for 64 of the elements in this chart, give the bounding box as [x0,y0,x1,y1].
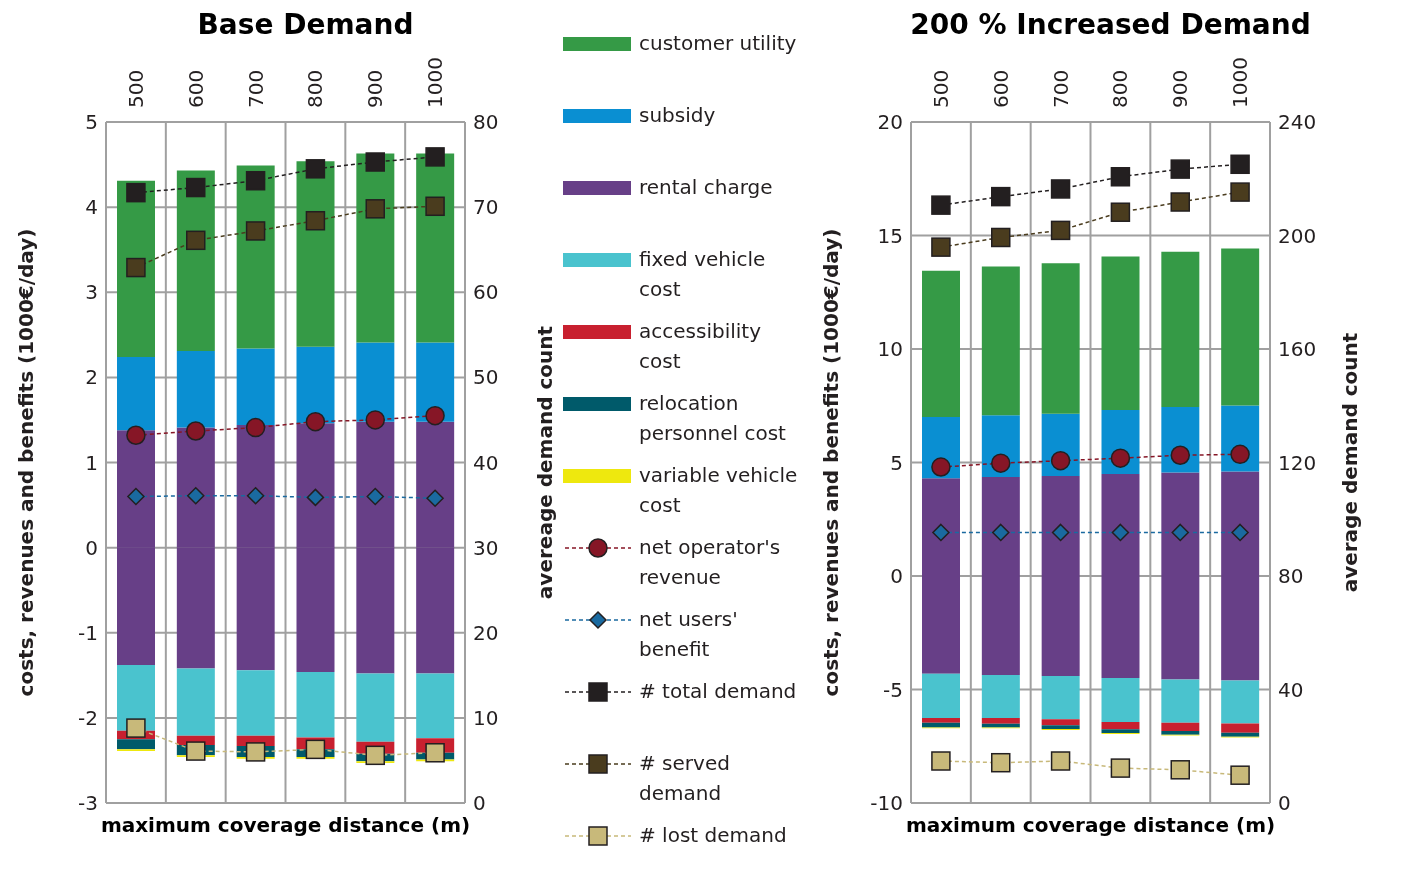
y-tick-label: 20 [877,110,903,135]
legend-label: variable vehicle cost [639,462,799,519]
y-tick-label: 0 [890,564,903,589]
y2-tick-label: 0 [473,791,486,816]
y-tick-label: 2 [85,365,98,390]
x-axis-title: maximum coverage distance (m) [100,813,471,837]
x-tick-label: 600 [183,69,208,108]
y2-tick-label: 80 [473,110,499,135]
y-tick-label: -5 [883,677,903,702]
y2-tick-label: 0 [1278,791,1291,816]
y2-tick-label: 30 [473,535,499,560]
y-tick-label: -3 [78,791,98,816]
x-tick-label: 700 [1048,69,1073,108]
y-tick-label: 0 [85,535,98,560]
y-tick-label: -10 [870,791,903,816]
y-tick-label: 10 [877,337,903,362]
y-axis-title: costs, revenues and benefits (1000€/day) [819,228,844,697]
x-tick-label: 900 [363,69,388,108]
y2-tick-label: 200 [1278,223,1317,248]
y2-axis-title: average demand count [1338,332,1363,593]
legend-label: customer utility [639,30,798,57]
y2-tick-label: 240 [1278,110,1317,135]
legend-label: accessibility cost [639,318,762,375]
legend-label: rental charge [639,174,774,201]
y-tick-label: -2 [78,705,98,730]
y-tick-label: 5 [85,110,98,135]
y2-tick-label: 40 [1278,677,1304,702]
y2-tick-label: 120 [1278,450,1317,475]
y-tick-label: -1 [78,620,98,645]
x-tick-label: 1000 [423,57,448,108]
x-tick-label: 900 [1168,69,1193,108]
legend-label: # served demand [639,750,731,807]
x-tick-label: 800 [303,69,328,108]
chart-title: Base Demand [196,8,415,43]
x-tick-label: 800 [1108,69,1133,108]
chart-title: 200 % Increased Demand [909,8,1312,43]
legend-label: subsidy [639,102,717,129]
y2-tick-label: 70 [473,195,499,220]
y2-tick-label: 50 [473,365,499,390]
y2-tick-label: 20 [473,620,499,645]
y-tick-label: 3 [85,280,98,305]
x-tick-label: 600 [988,69,1013,108]
legend-label: fixed vehicle cost [639,246,767,303]
y2-tick-label: 80 [1278,564,1304,589]
legend-label: net operator's revenue [639,534,782,591]
y-axis-title: costs, revenues and benefits (1000€/day) [14,228,39,697]
x-tick-label: 1000 [1228,57,1253,108]
y2-tick-label: 160 [1278,337,1317,362]
y-tick-label: 5 [890,450,903,475]
legend-label: net users' benefit [639,606,739,663]
y2-tick-label: 40 [473,450,499,475]
y2-tick-label: 60 [473,280,499,305]
x-axis-title: maximum coverage distance (m) [905,813,1276,837]
legend-label: # lost demand [639,822,788,849]
y2-tick-label: 10 [473,705,499,730]
y-tick-label: 15 [877,223,903,248]
y-tick-label: 4 [85,195,98,220]
x-tick-label: 500 [123,69,148,108]
y-tick-label: 1 [85,450,98,475]
legend-label: # total demand [639,678,798,705]
x-tick-label: 700 [243,69,268,108]
legend-label: relocation personnel cost [639,390,787,447]
y2-axis-title: avereage demand count [533,325,558,600]
x-tick-label: 500 [928,69,953,108]
